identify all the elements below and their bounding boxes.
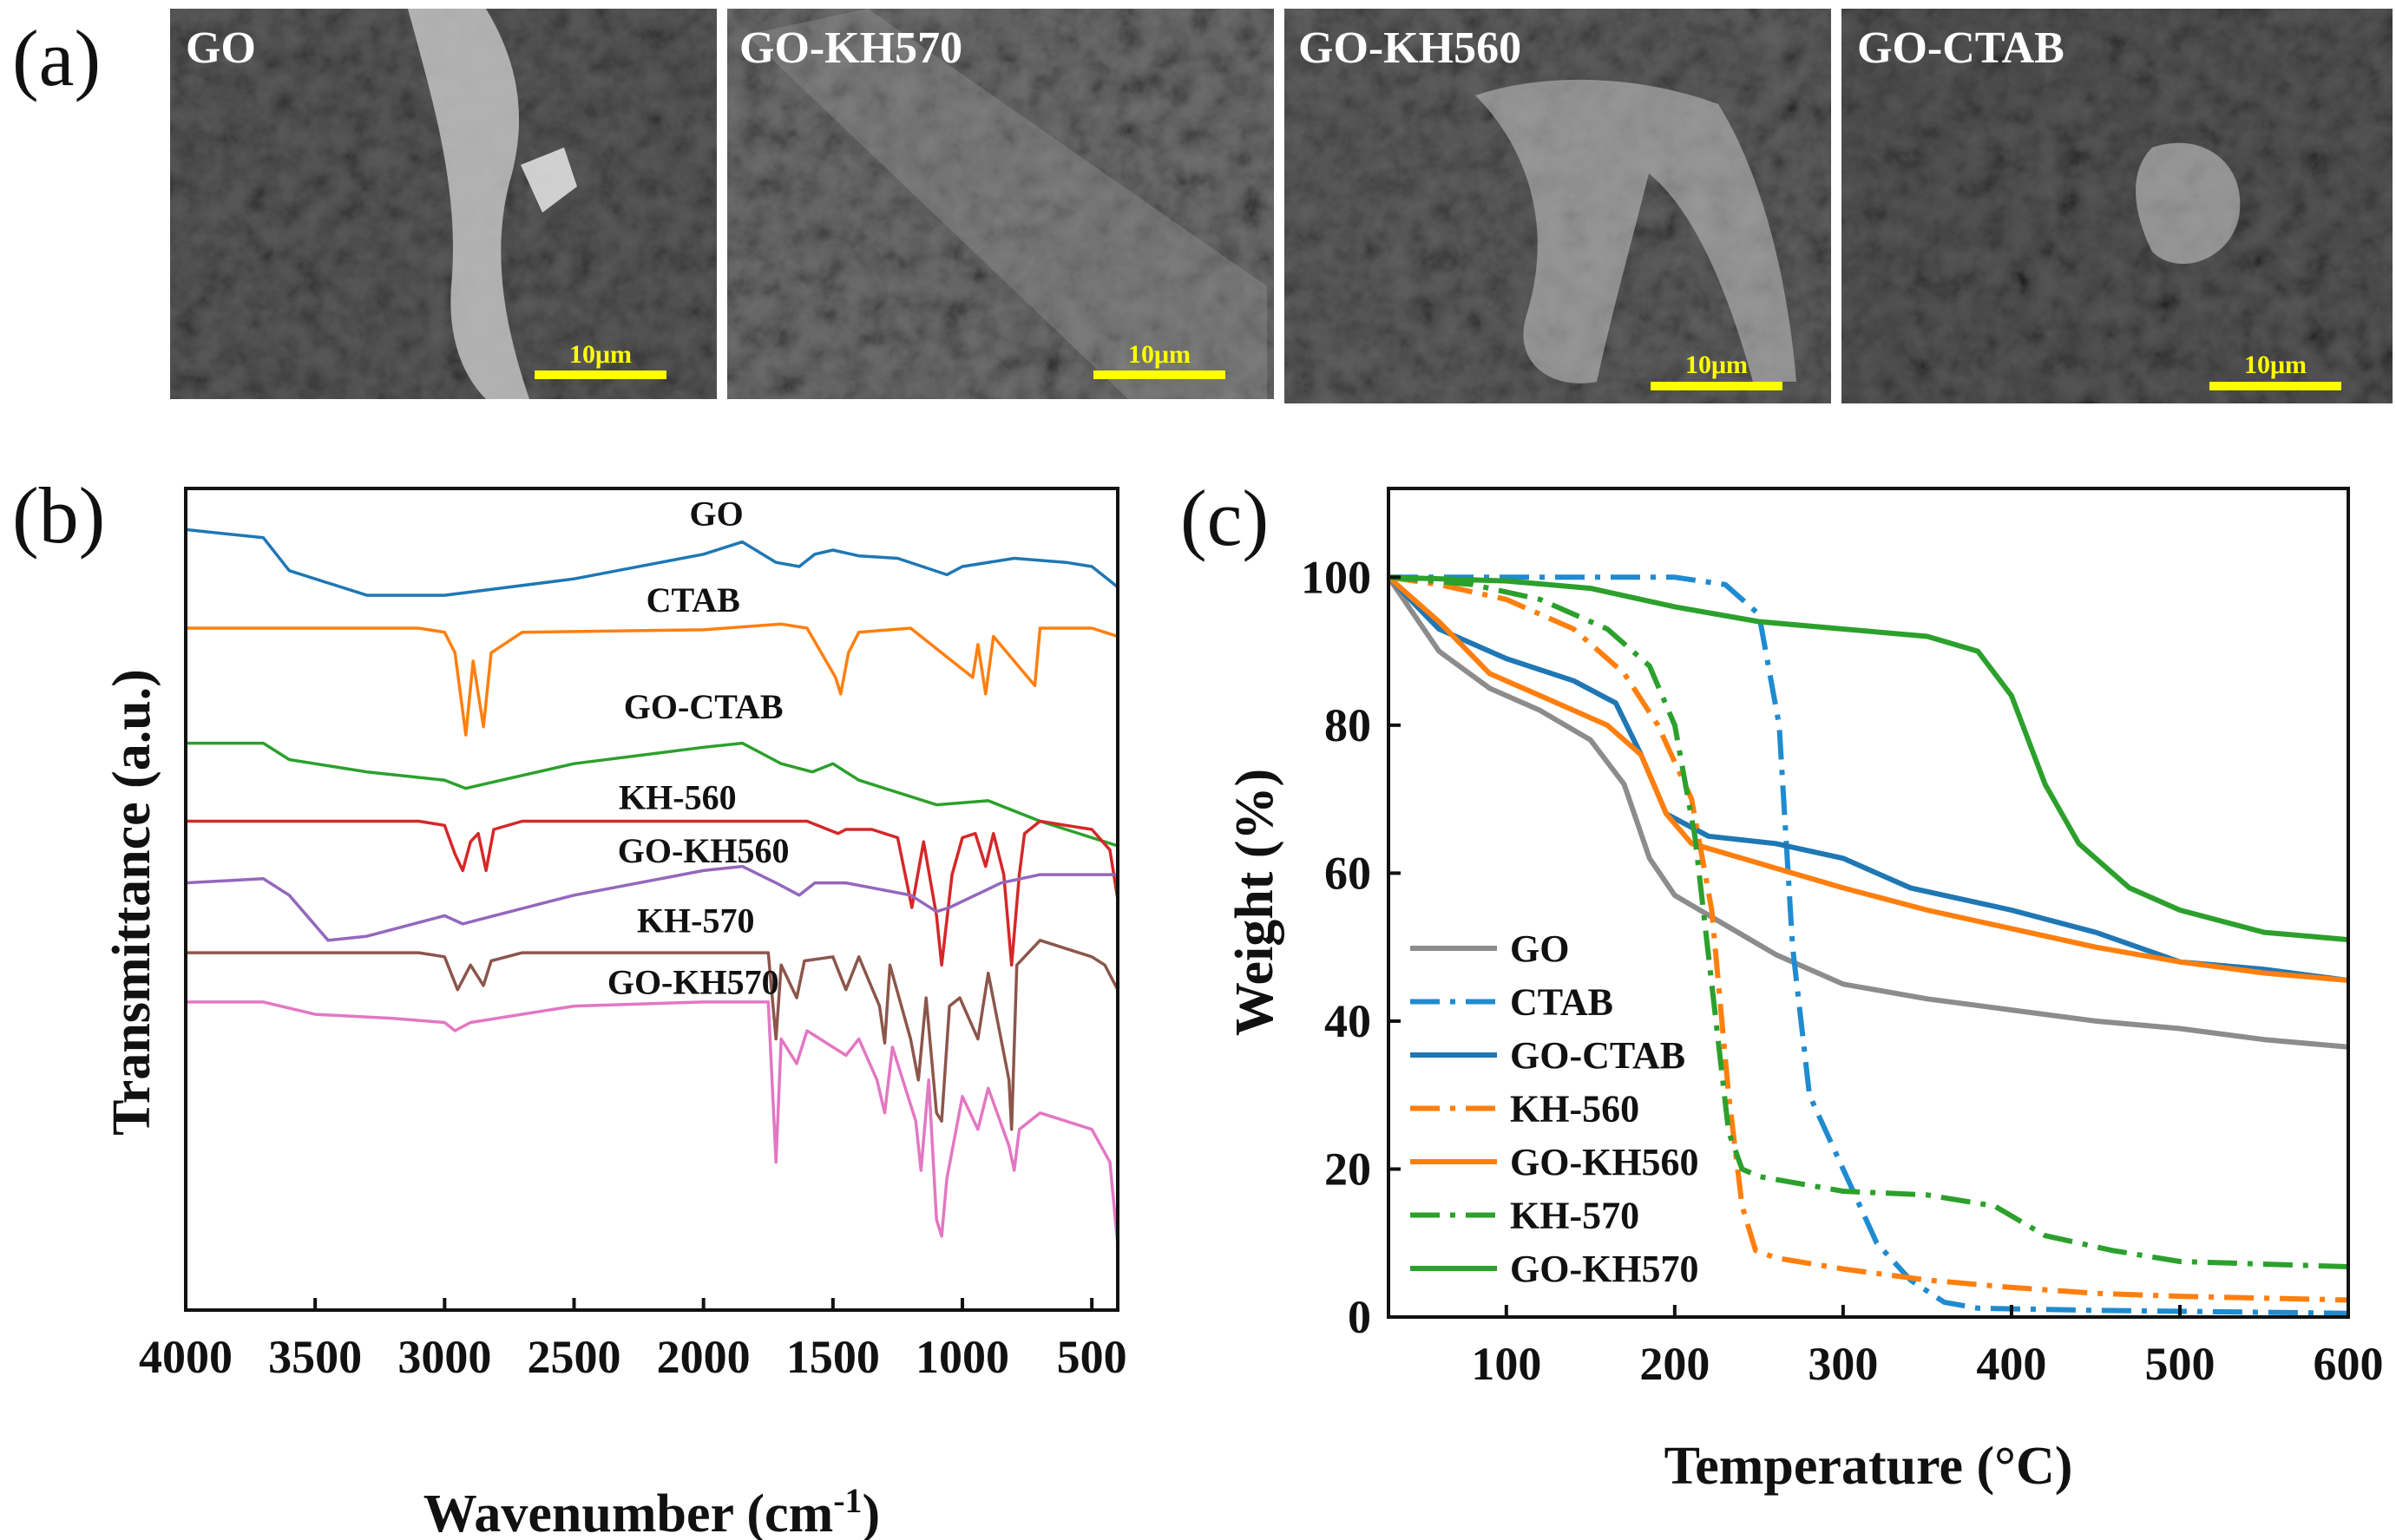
ftir-curve-labels: GO CTAB GO-CTAB KH-560 GO-KH560 KH-570 GO-KH57… [607, 495, 790, 1002]
tga-legend-label-ctab: CTAB [1510, 981, 1613, 1024]
sem-image-go-kh570-bg [727, 9, 1274, 399]
sem-image-go-ctab-scale-label: 10μm [2244, 351, 2307, 379]
tga-y-tick-label: 80 [1324, 699, 1371, 751]
sem-image-go-ctab-scale-bar [2209, 382, 2341, 390]
ftir-series-group [185, 528, 1119, 1245]
tga-series-group [1386, 574, 2349, 1316]
ftir-line-go-kh560 [185, 864, 1118, 942]
sem-image-go-kh570: GO-KH570 10μm [727, 9, 1274, 399]
tga-x-tick-label: 600 [2314, 1338, 2384, 1390]
ftir-line-kh-560 [186, 819, 1119, 967]
ftir-x-tick-label: 2000 [657, 1331, 751, 1383]
sem-image-go-ctab-bg [1841, 9, 2393, 403]
ftir-label-go-ctab: GO-CTAB [624, 687, 784, 726]
tga-x-ticks: 100 200 300 400 500 600 [1471, 1305, 2384, 1390]
ftir-label-kh-560: KH-560 [619, 777, 737, 816]
panel-b-label: (b) [12, 471, 105, 560]
ftir-label-go-kh570: GO-KH570 [607, 962, 779, 1001]
ftir-label-kh-570: KH-570 [637, 901, 755, 940]
tga-line-kh-560 [1388, 574, 2349, 1303]
tga-x-tick-label: 500 [2144, 1338, 2215, 1390]
sem-image-go-kh560-title: GO-KH560 [1298, 23, 1521, 73]
tga-y-tick-label: 60 [1324, 847, 1371, 899]
panel-c-tga-chart: (c) 100 200 300 400 500 600 0 20 40 60 80 100 GO CT… [1180, 474, 2384, 1496]
tga-x-tick-label: 100 [1471, 1338, 1541, 1390]
ftir-label-go: GO [689, 495, 743, 534]
tga-y-axis-title: Weight (%) [1225, 769, 1284, 1036]
ftir-x-tick-label: 1000 [916, 1331, 1009, 1383]
tga-legend-label-go-kh560: GO-KH560 [1510, 1141, 1699, 1183]
sem-go-kh570-band [746, 9, 1267, 399]
ftir-x-tick-label: 2500 [528, 1331, 621, 1383]
sem-go-ctab-cluster [2136, 142, 2241, 265]
ftir-y-axis-title: Transmittance (a.u.) [102, 669, 161, 1136]
panel-b-ftir-chart: (b) GO CTAB GO-CTAB KH-560 GO-KH560 KH-570 GO-… [12, 471, 1127, 1540]
ftir-x-tick-label: 4000 [139, 1331, 233, 1383]
ftir-line-go [185, 528, 1119, 597]
sem-image-go-title: GO [186, 23, 256, 73]
tga-legend-label-go-ctab: GO-CTAB [1510, 1034, 1685, 1077]
tga-y-tick-label: 0 [1348, 1291, 1371, 1343]
tga-line-go [1386, 575, 2349, 1050]
tga-y-tick-label: 100 [1301, 551, 1371, 603]
sem-image-go-scale-bar [535, 370, 666, 379]
tga-line-go-kh570 [1388, 574, 2349, 943]
ftir-line-go-ctab [186, 741, 1119, 848]
sem-image-go-kh570-scale-bar [1093, 370, 1225, 379]
sem-image-go-kh570-title: GO-KH570 [739, 23, 962, 73]
tga-legend: GO CTAB GO-CTAB KH-560 GO-KH560 KH-570 GO-KH57… [1410, 927, 1699, 1290]
tga-y-ticks: 0 20 40 60 80 100 [1301, 551, 1401, 1343]
tga-legend-label-go-kh570: GO-KH570 [1510, 1248, 1699, 1290]
ftir-plot-frame [184, 487, 1119, 1312]
tga-y-tick-label: 20 [1324, 1143, 1371, 1195]
ftir-line-go-kh570 [186, 1000, 1119, 1245]
tga-x-axis-title: Temperature (°C) [1664, 1437, 2073, 1496]
sem-go-flake [408, 9, 529, 399]
tga-x-tick-label: 400 [1976, 1338, 2046, 1390]
sem-go-particle [521, 147, 577, 213]
tga-x-tick-label: 300 [1808, 1338, 1878, 1390]
panel-a: (a) GO 10μm GO-KH570 10μm GO-KH560 10μm [12, 9, 2393, 403]
sem-image-go: GO 10μm [170, 9, 717, 399]
ftir-x-tick-label: 1500 [786, 1331, 880, 1383]
ftir-line-ctab [186, 622, 1119, 737]
sem-image-go-kh560-scale-label: 10μm [1685, 351, 1748, 379]
tga-line-ctab [1388, 574, 2349, 1316]
ftir-line-kh-570 [186, 939, 1119, 1131]
sem-go-kh560-flakes [1475, 79, 1796, 383]
sem-image-go-ctab-title: GO-CTAB [1857, 23, 2064, 73]
ftir-x-tick-label: 3000 [397, 1331, 491, 1383]
sem-image-go-kh560: GO-KH560 10μm [1284, 9, 1831, 403]
ftir-x-tick-label: 500 [1057, 1331, 1127, 1383]
tga-legend-label-go: GO [1510, 927, 1569, 970]
ftir-label-ctab: CTAB [647, 580, 740, 619]
panel-c-label: (c) [1180, 474, 1269, 562]
tga-plot-frame [1387, 487, 2350, 1319]
ftir-x-ticks: 4000 3500 3000 2500 2000 1500 1000 500 [139, 1298, 1127, 1383]
tga-x-tick-label: 200 [1639, 1338, 1710, 1390]
panel-a-label: (a) [12, 14, 101, 102]
sem-image-go-ctab: GO-CTAB 10μm [1841, 9, 2393, 403]
ftir-label-go-kh560: GO-KH560 [618, 831, 790, 870]
sem-image-go-scale-label: 10μm [569, 340, 632, 369]
sem-image-go-kh570-scale-label: 10μm [1128, 340, 1191, 369]
sem-image-go-kh560-scale-bar [1651, 382, 1782, 390]
tga-legend-label-kh-570: KH-570 [1510, 1195, 1639, 1237]
tga-line-kh-570 [1388, 574, 2349, 1269]
tga-y-tick-label: 40 [1324, 995, 1371, 1047]
tga-legend-label-kh-560: KH-560 [1510, 1088, 1639, 1130]
ftir-x-tick-label: 3500 [268, 1331, 362, 1383]
tga-line-go-kh560 [1387, 575, 2349, 983]
ftir-x-axis-title: Wavenumber (cm-1) [423, 1481, 880, 1540]
tga-line-go-ctab [1386, 575, 2349, 983]
